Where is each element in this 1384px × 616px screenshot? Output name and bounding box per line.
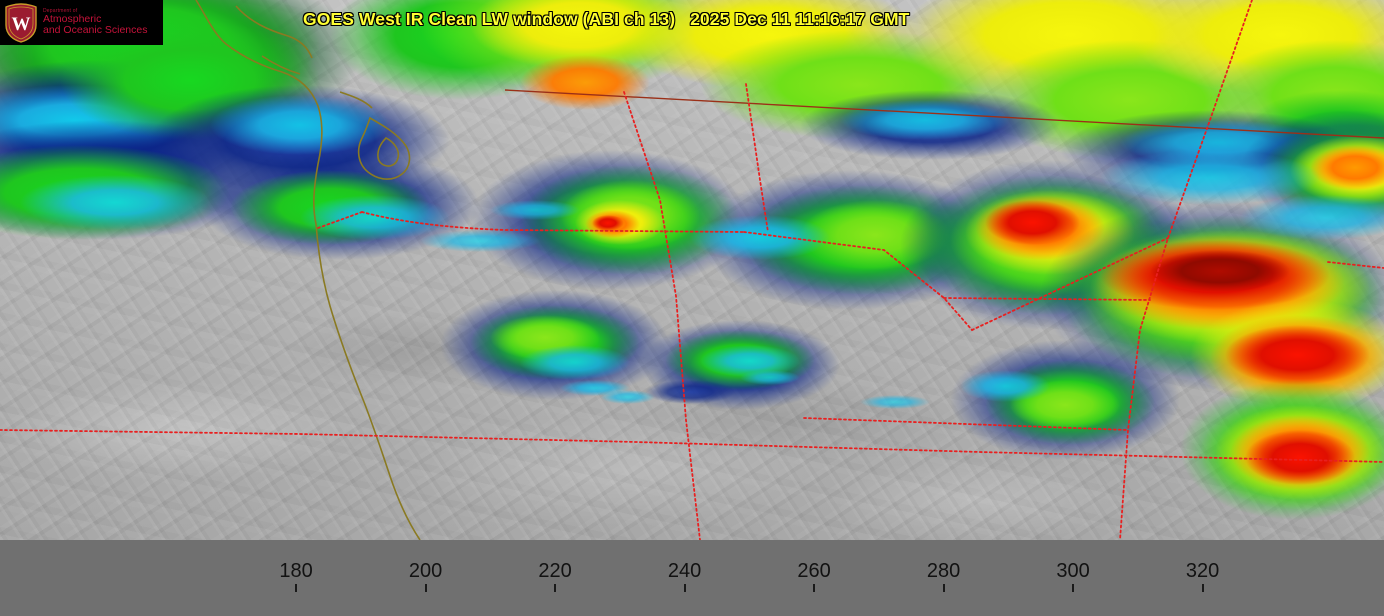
political-borders <box>0 0 1384 540</box>
colorbar-tick-mark <box>813 584 816 592</box>
map-overlay <box>0 0 1384 540</box>
logo-department-line: Department of <box>43 8 78 15</box>
colorbar-tick-mark <box>683 584 686 592</box>
logo-text-block: Department of Atmospheric and Oceanic Sc… <box>43 9 147 36</box>
cloud-filaments <box>420 200 930 409</box>
cloud-field-convective <box>900 110 1384 520</box>
colorbar-tick-mark <box>295 584 298 592</box>
uw-aos-logo: W Department of Atmospheric and Oceanic … <box>0 0 163 45</box>
colorbar-tick-label: 200 <box>408 560 443 582</box>
colorbar-tick-label: 180 <box>279 560 313 582</box>
colorbar-tick-label: 220 <box>538 560 572 582</box>
colorbar-tick-label: 320 <box>1185 560 1220 582</box>
colorbar-tick-label: 260 <box>797 560 831 582</box>
colorbar-panel: 180 200 220 240 260 280 300 320 <box>0 540 1384 616</box>
colorbar-tick-mark <box>1072 584 1075 592</box>
uw-crest-icon: W <box>4 2 38 43</box>
crest-letter: W <box>12 14 31 35</box>
colorbar-tick-mark <box>942 584 945 592</box>
colorbar-tick-mark <box>424 584 427 592</box>
cloud-field-central <box>0 120 1180 460</box>
colorbar-tick-mark <box>554 584 557 592</box>
colorbar-tick-labels: 180 200 220 240 260 280 300 320 <box>0 540 1384 592</box>
product-title: GOES West IR Clean LW window (ABI ch 13)… <box>303 9 910 29</box>
coastline-paths <box>195 0 421 540</box>
colorbar-tick-label: 300 <box>1056 560 1090 582</box>
logo-line-1: Atmospheric <box>43 13 102 26</box>
satellite-raster: W Department of Atmospheric and Oceanic … <box>0 0 1384 540</box>
colorbar-tick-label: 280 <box>926 560 961 582</box>
colorbar-tick-mark <box>1201 584 1204 592</box>
logo-line-2: and Oceanic Sciences <box>43 24 148 37</box>
international-boundary <box>504 89 1384 139</box>
colorbar-tick-label: 240 <box>667 560 702 582</box>
